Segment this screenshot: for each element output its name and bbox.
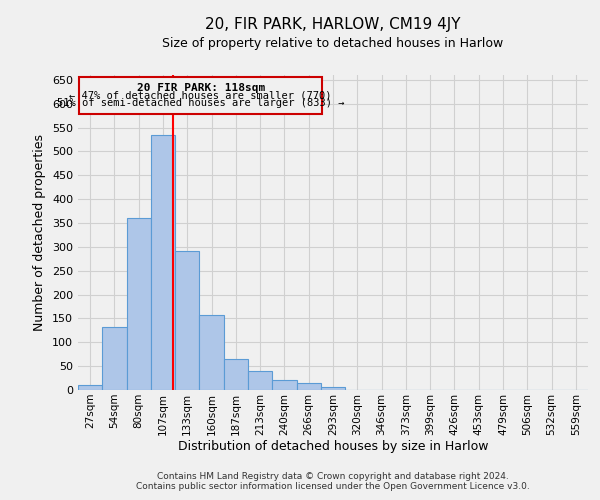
- Bar: [78, 385, 102, 390]
- Bar: [321, 386, 345, 390]
- FancyBboxPatch shape: [79, 77, 322, 114]
- Bar: [224, 359, 248, 390]
- Bar: [199, 314, 224, 390]
- Bar: [296, 384, 321, 390]
- Y-axis label: Number of detached properties: Number of detached properties: [34, 134, 46, 331]
- Bar: [151, 134, 175, 390]
- Text: Contains public sector information licensed under the Open Government Licence v3: Contains public sector information licen…: [136, 482, 530, 491]
- Bar: [175, 250, 199, 390]
- Bar: [127, 218, 151, 390]
- Text: ← 47% of detached houses are smaller (770): ← 47% of detached houses are smaller (77…: [70, 90, 332, 101]
- Text: 20, FIR PARK, HARLOW, CM19 4JY: 20, FIR PARK, HARLOW, CM19 4JY: [205, 18, 461, 32]
- Bar: [248, 371, 272, 390]
- Text: 51% of semi-detached houses are larger (833) →: 51% of semi-detached houses are larger (…: [57, 98, 344, 108]
- X-axis label: Distribution of detached houses by size in Harlow: Distribution of detached houses by size …: [178, 440, 488, 454]
- Bar: [272, 380, 296, 390]
- Text: Contains HM Land Registry data © Crown copyright and database right 2024.: Contains HM Land Registry data © Crown c…: [157, 472, 509, 481]
- Bar: [102, 326, 127, 390]
- Text: 20 FIR PARK: 118sqm: 20 FIR PARK: 118sqm: [137, 82, 265, 92]
- Text: Size of property relative to detached houses in Harlow: Size of property relative to detached ho…: [163, 38, 503, 51]
